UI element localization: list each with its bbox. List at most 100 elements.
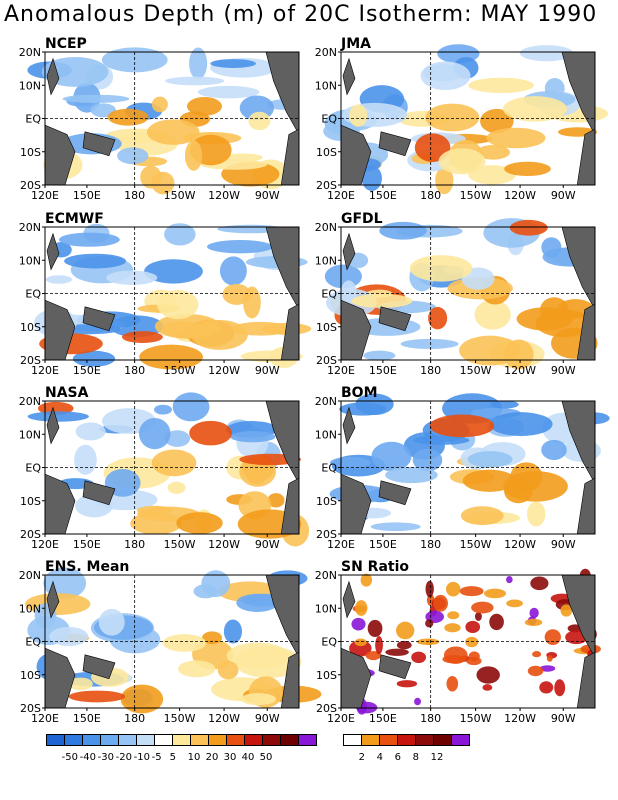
colorbar-swatch: [154, 734, 173, 746]
colorbar-label: 8: [412, 752, 419, 763]
colorbar-label: -40: [79, 752, 96, 763]
lat-tick-label: 20N: [315, 221, 337, 234]
map-panel: 120E 150E 180 150W 120W 90W 20N 10N EQ 10S 20S ENS.…: [19, 559, 322, 725]
lat-tick-label: 10S: [20, 321, 41, 334]
lon-tick-label: 120W: [208, 712, 240, 725]
map-panel: 120E 150E 180 150W 120W 90W 20N 10N EQ 10S 20S JMA: [315, 36, 609, 202]
lon-tick-label: 120E: [327, 538, 355, 551]
colorbar-swatch: [433, 734, 452, 746]
lat-tick-label: EQ: [321, 636, 337, 649]
panel-title: NASA: [45, 385, 89, 401]
lon-tick-label: 150W: [460, 189, 492, 202]
colorbar-swatch: [64, 734, 83, 746]
panel-title: JMA: [340, 36, 371, 52]
colorbar-label: -30: [97, 752, 114, 763]
lat-tick-label: 10N: [19, 602, 41, 615]
lon-tick-label: 90W: [255, 538, 280, 551]
colorbar-swatch: [190, 734, 209, 746]
map-panel: 120E 150E 180 150W 120W 90W 20N 10N EQ 10S 20S SN R…: [315, 559, 601, 725]
lat-tick-label: 10S: [316, 495, 337, 508]
panel-title: GFDL: [341, 211, 383, 227]
lon-tick-label: 150W: [164, 364, 196, 377]
colorbar-swatch: [343, 734, 362, 746]
lat-tick-label: 10S: [20, 495, 41, 508]
lat-tick-label: 20N: [19, 46, 41, 59]
colorbar-label: 6: [394, 752, 401, 763]
lon-tick-label: 90W: [255, 712, 280, 725]
anomaly-colorbar: [46, 734, 317, 746]
map-panel: 120E 150E 180 150W 120W 90W 20N 10N EQ 10S 20S BOM: [315, 385, 610, 551]
lat-tick-label: EQ: [321, 462, 337, 475]
lat-tick-label: 10N: [315, 428, 337, 441]
lat-tick-label: 10S: [316, 669, 337, 682]
lon-tick-label: 120W: [504, 712, 536, 725]
colorbar-label: 5: [169, 752, 176, 763]
lat-tick-label: 20N: [19, 221, 41, 234]
colorbar-swatch: [208, 734, 227, 746]
lat-tick-label: EQ: [25, 462, 41, 475]
lon-tick-label: 150W: [460, 538, 492, 551]
lon-tick-label: 180: [124, 538, 145, 551]
lon-tick-label: 150W: [164, 189, 196, 202]
colorbar-swatch: [298, 734, 317, 746]
lon-tick-label: 180: [420, 189, 441, 202]
lon-tick-label: 150E: [369, 189, 397, 202]
lon-tick-label: 120E: [31, 189, 59, 202]
lon-tick-label: 120E: [327, 364, 355, 377]
lat-tick-label: EQ: [321, 113, 337, 126]
lon-tick-label: 120W: [208, 364, 240, 377]
lat-tick-label: 20S: [316, 179, 337, 192]
map-panel: 120E 150E 180 150W 120W 90W 20N 10N EQ 10S 20S NCEP: [19, 36, 300, 202]
colorbar-swatch: [100, 734, 119, 746]
map-panel: 120E 150E 180 150W 120W 90W 20N 10N EQ 10S 20S GFDL: [315, 211, 598, 377]
lat-tick-label: 20N: [315, 46, 337, 59]
lon-tick-label: 150E: [73, 189, 101, 202]
lon-tick-label: 120E: [31, 712, 59, 725]
colorbar-swatch: [118, 734, 137, 746]
lat-tick-label: 20S: [20, 179, 41, 192]
colorbar-swatch: [244, 734, 263, 746]
lat-tick-label: 20S: [316, 354, 337, 367]
panel-title: SN Ratio: [341, 559, 409, 575]
lon-tick-label: 120W: [504, 189, 536, 202]
anomaly-field: [323, 44, 609, 195]
colorbar-label: 50: [259, 752, 273, 763]
lon-tick-label: 90W: [551, 538, 576, 551]
lat-tick-label: 20S: [20, 354, 41, 367]
panel-title: NCEP: [45, 36, 87, 52]
lat-tick-label: 10N: [315, 254, 337, 267]
panel-title: BOM: [341, 385, 378, 401]
lon-tick-label: 150W: [164, 712, 196, 725]
lon-tick-label: 150E: [73, 364, 101, 377]
colorbar-label: -50: [61, 752, 78, 763]
colorbar-swatch: [361, 734, 380, 746]
lon-tick-label: 120W: [504, 364, 536, 377]
colorbar-label: -5: [151, 752, 162, 763]
map-panel: 120E 150E 180 150W 120W 90W 20N 10N EQ 10S 20S ECMW…: [19, 211, 312, 377]
land-masses: [44, 574, 300, 709]
lon-tick-label: 120W: [208, 189, 240, 202]
lon-tick-label: 180: [124, 189, 145, 202]
land-masses: [44, 51, 300, 186]
lon-tick-label: 90W: [255, 364, 280, 377]
lon-tick-label: 150E: [369, 712, 397, 725]
lon-tick-label: 150E: [73, 538, 101, 551]
land-masses: [340, 51, 596, 186]
lon-tick-label: 180: [124, 364, 145, 377]
lat-tick-label: EQ: [25, 113, 41, 126]
anomaly-field: [27, 392, 310, 547]
lon-tick-label: 180: [420, 538, 441, 551]
land-masses: [340, 226, 596, 361]
colorbar-swatch: [415, 734, 434, 746]
colorbar-label: 10: [187, 752, 201, 763]
colorbar-label: 12: [430, 752, 444, 763]
lon-tick-label: 120W: [504, 538, 536, 551]
lat-tick-label: EQ: [25, 636, 41, 649]
lat-tick-label: 10N: [315, 602, 337, 615]
lon-tick-label: 120E: [31, 538, 59, 551]
lon-tick-label: 180: [420, 364, 441, 377]
lon-tick-label: 90W: [551, 364, 576, 377]
lat-tick-label: 20S: [316, 528, 337, 541]
lat-tick-label: 20S: [316, 702, 337, 715]
lon-tick-label: 180: [124, 712, 145, 725]
